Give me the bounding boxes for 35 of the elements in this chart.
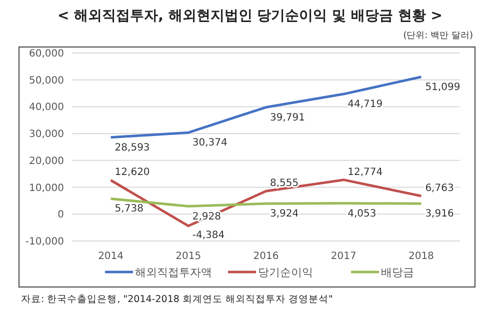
x-tick-label: 2018 bbox=[408, 251, 434, 262]
chart-subtitle: (단위: 백만 달러) bbox=[403, 31, 473, 41]
data-label: 51,099 bbox=[425, 82, 460, 93]
text: 자료: 한국수출입은행, "2014-2018 회계연도 해외직접투자 경영분석" bbox=[21, 294, 333, 305]
data-label: 8,555 bbox=[270, 178, 299, 190]
data-label: 3,924 bbox=[270, 208, 299, 220]
legend-label: 배당금 bbox=[381, 266, 414, 279]
data-label: 12,774 bbox=[348, 166, 383, 178]
x-tick-label: 2015 bbox=[176, 251, 202, 262]
data-label: 5,738 bbox=[114, 204, 144, 215]
y-tick-label: 20,000 bbox=[29, 156, 64, 167]
data-label: 4,053 bbox=[348, 208, 376, 220]
legend-label: 당기순이익 bbox=[258, 266, 313, 279]
x-tick-label: 2017 bbox=[330, 251, 356, 262]
y-tick-label: 0 bbox=[58, 210, 64, 221]
y-tick-label: 40,000 bbox=[29, 102, 64, 114]
x-tick-label: 2016 bbox=[253, 251, 279, 262]
data-label: 6,763 bbox=[425, 182, 454, 194]
x-tick-label: 2014 bbox=[98, 251, 124, 262]
data-label: 12,620 bbox=[114, 167, 150, 178]
y-tick-label: 50,000 bbox=[29, 75, 64, 86]
legend-label: 해외직접투자액 bbox=[135, 266, 212, 279]
data-label: 39,791 bbox=[270, 112, 305, 124]
data-label: 3,916 bbox=[425, 208, 454, 220]
y-tick-label: 30,000 bbox=[29, 129, 64, 140]
y-tick-label: 60,000 bbox=[29, 48, 64, 60]
chart-title: < 해외직접투자, 해외현지법인 당기순이익 및 배당금 현황 > bbox=[58, 8, 442, 24]
y-tick-label: 10,000 bbox=[29, 182, 64, 194]
data-label: 44,719 bbox=[348, 99, 383, 110]
data-label: -4,384 bbox=[192, 230, 225, 241]
y-tick-label: -10,000 bbox=[25, 236, 64, 248]
line-series bbox=[110, 178, 422, 228]
line-series bbox=[110, 76, 422, 139]
data-label: 28,593 bbox=[114, 142, 150, 154]
data-label: 30,374 bbox=[192, 138, 228, 149]
